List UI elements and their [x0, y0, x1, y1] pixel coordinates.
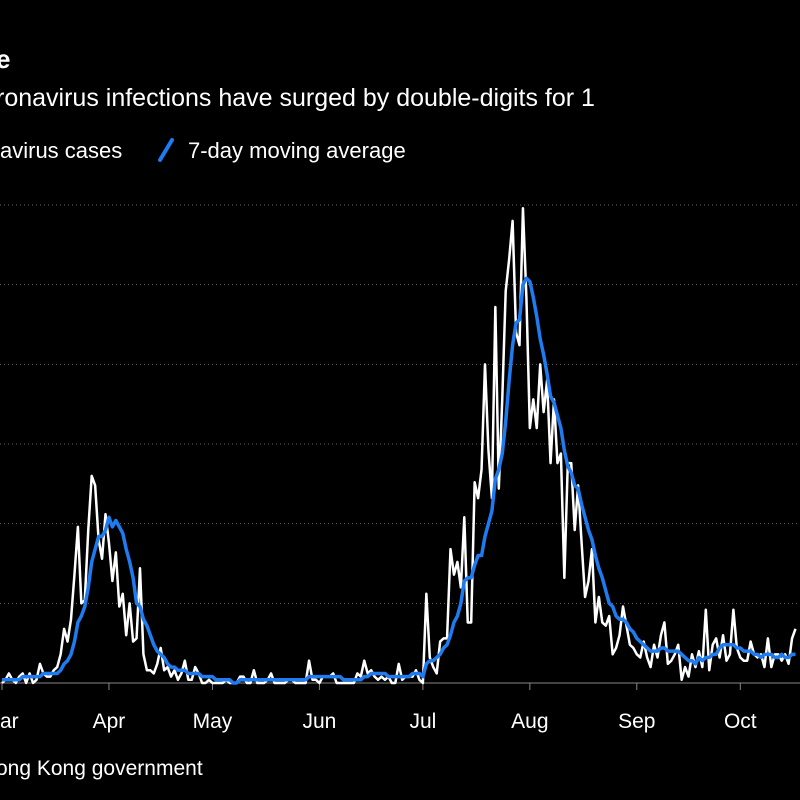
x-tick-label: ar	[0, 710, 19, 733]
x-tick-label: Oct	[724, 710, 757, 733]
source: ong Kong government	[0, 757, 203, 780]
x-tick-label: Apr	[93, 710, 126, 733]
x-tick-label: Sep	[618, 710, 655, 733]
legend-label: avirus cases	[0, 138, 122, 163]
series-line	[1, 206, 797, 685]
x-tick-label: Jun	[302, 710, 336, 733]
chart-subtitle: ronavirus infections have surged by doub…	[0, 84, 595, 112]
series-line	[2, 276, 796, 685]
chart-title: e	[0, 44, 10, 74]
legend-marker	[158, 138, 174, 162]
x-tick-label: Aug	[511, 710, 548, 733]
x-tick-label: Jul	[409, 710, 436, 733]
x-tick-label: May	[193, 710, 233, 733]
legend-label: 7-day moving average	[188, 138, 406, 163]
